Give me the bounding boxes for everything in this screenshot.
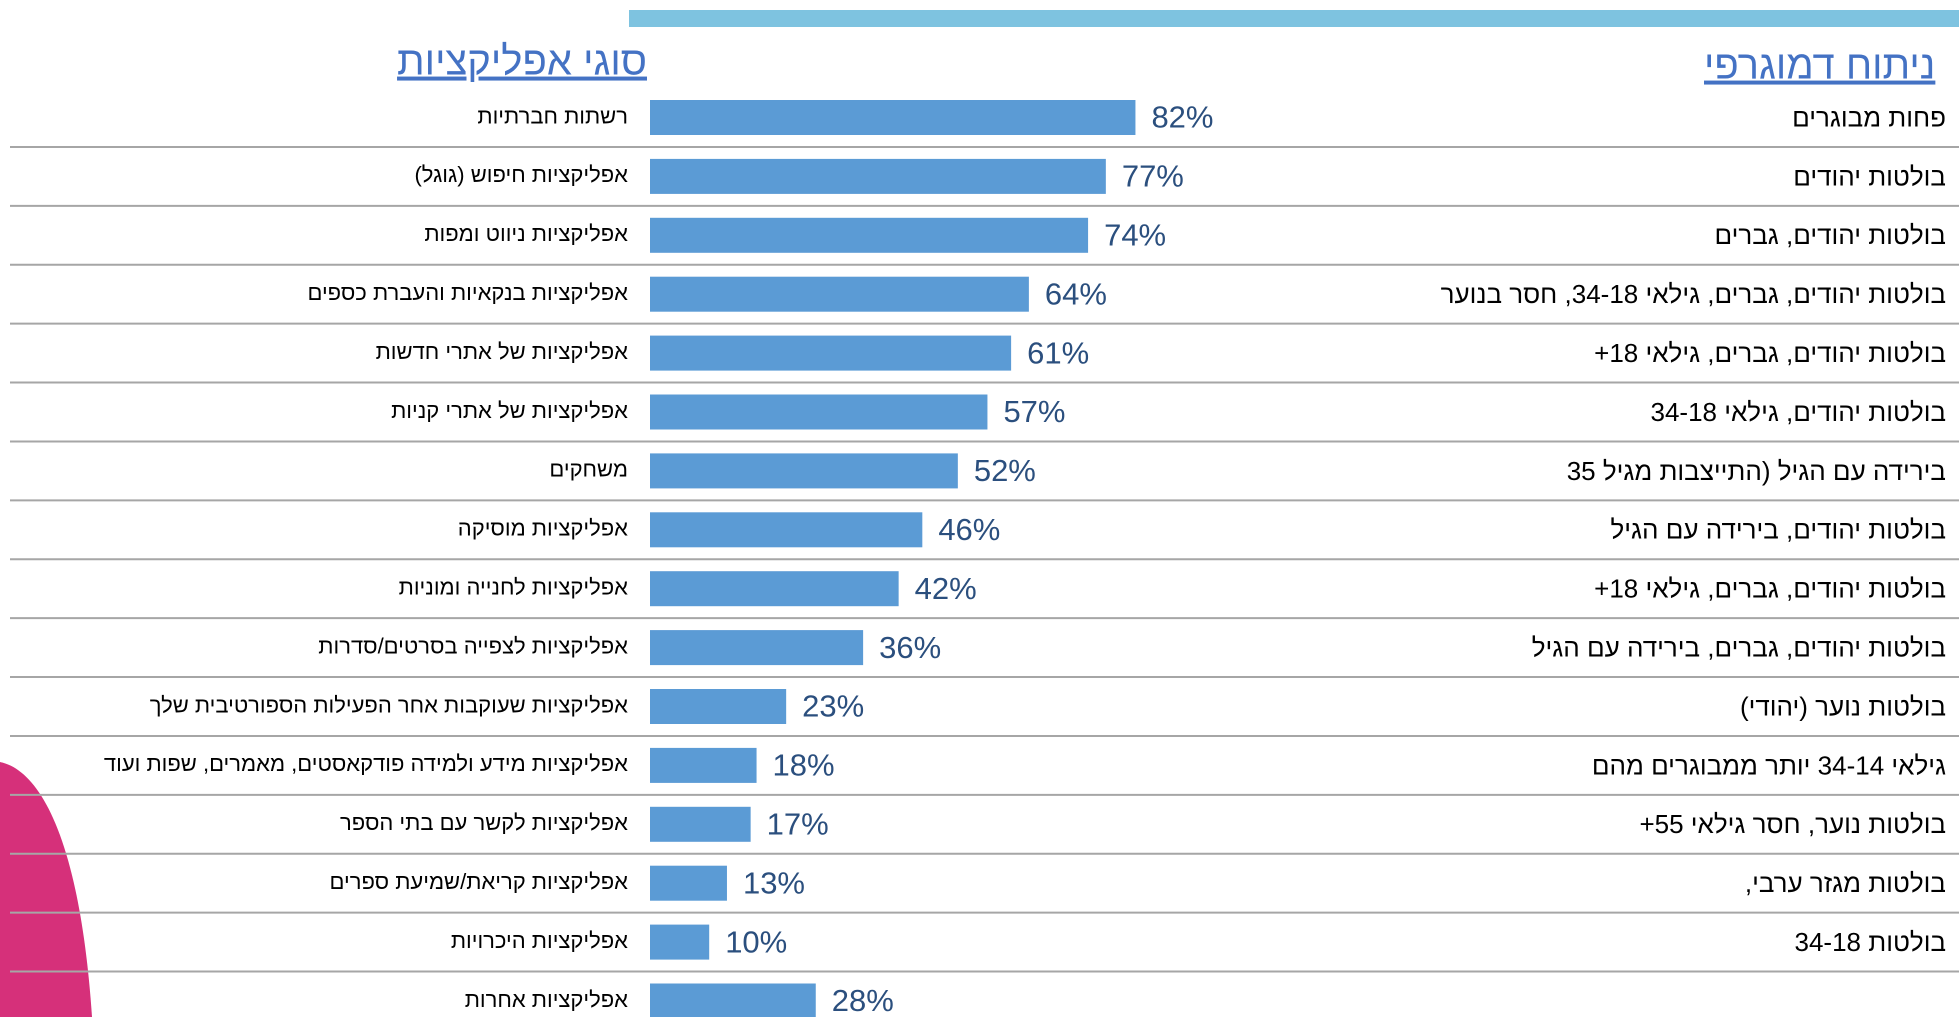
bar	[650, 924, 710, 960]
bar	[650, 983, 816, 1017]
value-label: 61%	[1027, 335, 1089, 370]
category-label: אפליקציות בנקאיות והעברת כספים	[307, 280, 628, 305]
category-label: אפליקציות של אתרי חדשות	[376, 339, 629, 364]
value-label: 28%	[832, 983, 894, 1017]
value-label: 74%	[1104, 217, 1166, 252]
bar	[650, 747, 757, 783]
demographic-note: בולטות 34-18	[1795, 927, 1947, 957]
bar	[650, 276, 1029, 312]
category-label: אפליקציות לצפייה בסרטים/סדרות	[318, 633, 628, 658]
category-label: אפליקציות קריאת/שמיעת ספרים	[330, 869, 629, 894]
demographic-note: בולטות יהודים, גילאי 34-18	[1650, 397, 1946, 427]
category-label: משחקים	[549, 457, 628, 482]
demographic-note: בולטות נוער, חסר גילאי 55+	[1639, 809, 1946, 839]
category-label: אפליקציות מידע ולמידה פודקאסטים, מאמרים,…	[104, 751, 628, 776]
category-label: אפליקציות היכרויות	[451, 928, 628, 953]
demographic-note: בולטות יהודים	[1793, 161, 1946, 191]
value-label: 10%	[725, 924, 787, 959]
chart-title: סוגי אפליקציות	[397, 40, 647, 84]
category-label: אפליקציות מוסיקה	[458, 516, 628, 541]
decor-shape	[0, 762, 92, 1017]
value-label: 36%	[879, 630, 941, 665]
category-label: רשתות חברתיות	[477, 103, 628, 128]
bar	[650, 453, 958, 489]
category-label: אפליקציות ניווט ומפות	[424, 221, 628, 246]
demographics-title: ניתוח דמוגרפי	[1704, 44, 1935, 88]
value-label: 18%	[773, 748, 835, 783]
value-label: 64%	[1045, 276, 1107, 311]
demographic-note: בולטות יהודים, גברים	[1715, 220, 1947, 250]
category-label: אפליקציות לחנייה ומוניות	[399, 575, 629, 600]
demographic-note: בולטות יהודים, גברים, בירידה עם הגיל	[1532, 632, 1946, 662]
demographic-note: בולטות יהודים, בירידה עם הגיל	[1611, 515, 1946, 545]
value-label: 17%	[767, 806, 829, 841]
value-label: 46%	[938, 512, 1000, 547]
bar	[650, 158, 1106, 194]
bar	[650, 630, 864, 666]
value-label: 52%	[974, 453, 1036, 488]
bar	[650, 571, 899, 607]
value-label: 42%	[915, 571, 977, 606]
bar	[650, 865, 727, 901]
category-label: אפליקציות של אתרי קניות	[391, 398, 628, 423]
value-label: 57%	[1003, 394, 1065, 429]
demographic-note: פחות מבוגרים	[1792, 102, 1946, 132]
demographic-note: בולטות יהודים, גברים, גילאי 34-18, חסר ב…	[1441, 279, 1946, 309]
category-label: אפליקציות חיפוש (גוגל)	[414, 162, 628, 187]
bar	[650, 394, 988, 430]
bar	[650, 217, 1089, 253]
top-band	[629, 10, 1959, 27]
bar	[650, 689, 787, 724]
category-label: אפליקציות לקשר עם בתי הספר	[340, 810, 628, 835]
demographic-note: בולטות נוער (יהודי)	[1740, 691, 1946, 721]
value-label: 77%	[1122, 159, 1184, 194]
value-label: 23%	[802, 689, 864, 724]
demographic-note: בולטות יהודים, גברים, גילאי 18+	[1594, 574, 1946, 604]
bar	[650, 512, 923, 548]
bar	[650, 335, 1012, 371]
value-label: 82%	[1151, 100, 1213, 135]
bar	[650, 806, 751, 842]
demographic-note: בולטות יהודים, גברים, גילאי 18+	[1594, 338, 1946, 368]
demographic-note: גילאי 34-14 יותר ממבוגרים מהם	[1592, 750, 1946, 780]
bar	[650, 100, 1136, 135]
demographic-note: בולטות מגזר ערבי,	[1745, 868, 1946, 898]
demographic-note: בירידה עם הגיל (התייצבות מגיל 35	[1567, 456, 1946, 486]
category-label: אפליקציות אחרות	[465, 987, 628, 1012]
value-label: 13%	[743, 865, 805, 900]
category-label: אפליקציות שעוקבות אחר הפעילות הספורטיבית…	[150, 692, 628, 717]
